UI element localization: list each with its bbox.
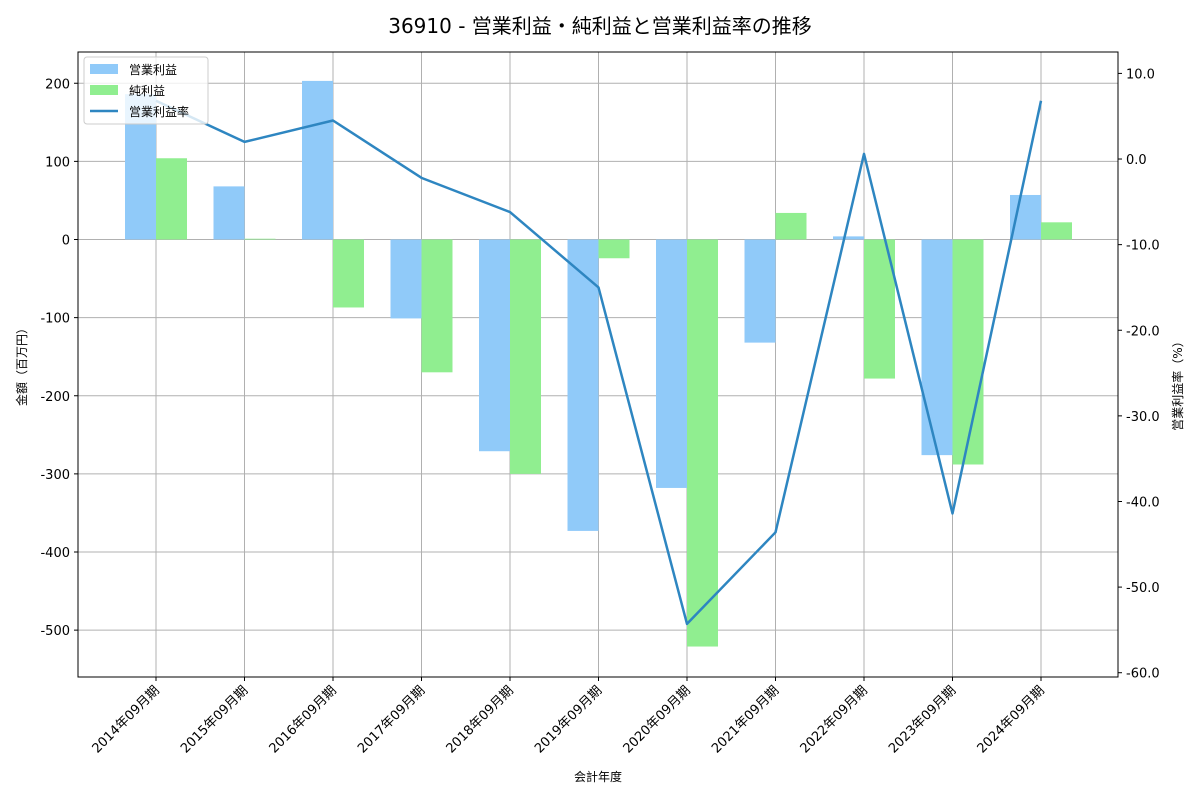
bar	[213, 186, 245, 240]
operating-margin-line	[155, 99, 1043, 626]
bar	[744, 239, 776, 343]
y-right-tick-label: -20.0	[1126, 324, 1160, 339]
y-right-tick-label: -10.0	[1126, 239, 1160, 254]
bar	[390, 239, 422, 319]
legend-swatch-net-profit	[90, 85, 118, 95]
bar	[479, 239, 510, 452]
y-tick-label: -200	[40, 390, 70, 405]
bar	[1041, 222, 1072, 240]
line-series	[155, 99, 1043, 626]
x-tick-label: 2023年09月期	[886, 683, 959, 756]
y-right-tick-label: -60.0	[1126, 667, 1160, 682]
legend-swatch-operating-profit	[90, 64, 118, 74]
x-tick-label: 2014年09月期	[90, 683, 163, 756]
bar	[333, 239, 364, 308]
x-tick-label: 2017年09月期	[355, 683, 428, 756]
bars	[125, 80, 1072, 647]
y-tick-label: -100	[40, 312, 70, 327]
y-axis-label-right: 営業利益率（%）	[1170, 335, 1185, 430]
bar	[302, 80, 333, 240]
x-tick-label: 2022年09月期	[798, 683, 871, 756]
bar	[1010, 194, 1041, 240]
y-tick-label: -300	[40, 468, 70, 483]
y-tick-label: -500	[40, 624, 70, 639]
bar	[421, 239, 453, 373]
bar	[244, 238, 276, 240]
bar	[156, 158, 187, 240]
y-right-tick-label: -40.0	[1126, 495, 1160, 510]
x-tick-label: 2018年09月期	[444, 683, 517, 756]
bar	[598, 239, 630, 259]
bar	[833, 236, 864, 240]
bar	[952, 239, 984, 465]
bar	[687, 239, 718, 647]
x-axis-label: 会計年度	[574, 769, 622, 784]
y-axis-left: 200 100 0 -100 -200 -300 -400 -500	[40, 77, 78, 639]
x-tick-label: 2021年09月期	[709, 683, 782, 756]
y-right-tick-label: 0.0	[1126, 153, 1147, 168]
bar	[567, 239, 599, 531]
y-right-tick-label: -30.0	[1126, 410, 1160, 425]
x-tick-label: 2015年09月期	[178, 683, 251, 756]
x-axis: 2014年09月期 2015年09月期 2016年09月期 2017年09月期 2018…	[90, 677, 1048, 757]
legend-label-operating-profit: 営業利益	[129, 63, 177, 77]
y-right-tick-label: -50.0	[1126, 581, 1160, 596]
bar	[921, 239, 953, 456]
y-axis-right: 10.0 0.0 -10.0 -20.0 -30.0 -40.0 -50.0 -60.0	[1118, 67, 1160, 682]
legend: 営業利益 純利益 営業利益率	[83, 56, 209, 125]
x-tick-label: 2016年09月期	[267, 683, 340, 756]
y-tick-label: 100	[45, 155, 70, 170]
bar	[775, 212, 807, 240]
y-tick-label: -400	[40, 546, 70, 561]
y-tick-label: 200	[45, 77, 70, 92]
bar	[510, 239, 541, 474]
bar	[656, 239, 687, 488]
chart-title: 36910 - 営業利益・純利益と営業利益率の推移	[388, 14, 812, 38]
x-tick-label: 2020年09月期	[621, 683, 694, 756]
x-tick-label: 2019年09月期	[532, 683, 605, 756]
y-axis-label-left: 金額（百万円）	[14, 322, 29, 406]
x-tick-label: 2024年09月期	[975, 683, 1048, 756]
legend-label-net-profit: 純利益	[129, 84, 165, 98]
legend-label-operating-margin: 営業利益率	[129, 104, 189, 119]
y-tick-label: 0	[62, 234, 70, 249]
y-right-tick-label: 10.0	[1126, 67, 1155, 82]
